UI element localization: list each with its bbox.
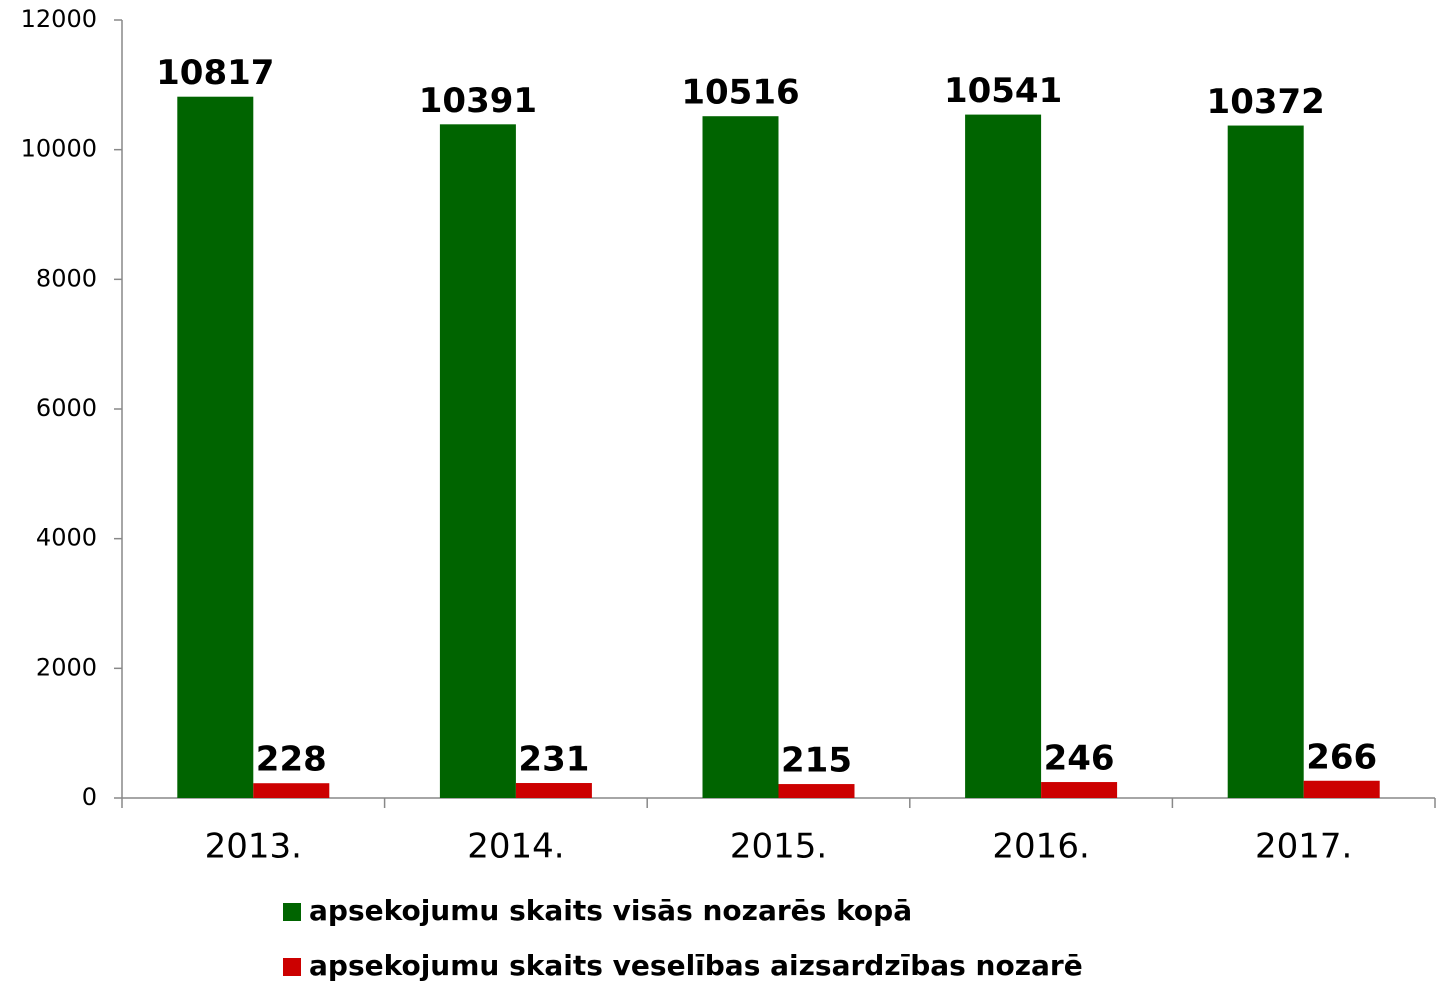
legend-label: apsekojumu skaits visās nozarēs kopā bbox=[309, 894, 912, 927]
value-label: 10391 bbox=[419, 81, 537, 121]
bar bbox=[702, 116, 779, 799]
legend-swatch bbox=[283, 958, 301, 976]
bar bbox=[778, 784, 855, 798]
y-tick-label: 10000 bbox=[21, 135, 97, 163]
value-label: 266 bbox=[1306, 737, 1377, 777]
value-label: 215 bbox=[781, 741, 852, 781]
y-tick-label: 4000 bbox=[36, 524, 97, 552]
bar bbox=[965, 114, 1042, 798]
value-label: 228 bbox=[256, 740, 327, 780]
x-tick-label: 2016. bbox=[992, 827, 1089, 867]
value-label: 10372 bbox=[1207, 82, 1325, 122]
value-label: 10817 bbox=[156, 53, 274, 93]
bar bbox=[177, 96, 254, 799]
bar bbox=[439, 124, 516, 798]
value-label: 231 bbox=[518, 740, 589, 780]
bar bbox=[1303, 780, 1380, 798]
x-tick-label: 2017. bbox=[1255, 827, 1352, 867]
legend-swatch bbox=[283, 903, 301, 921]
y-tick-label: 2000 bbox=[36, 653, 97, 681]
bar bbox=[1041, 782, 1118, 798]
y-tick-label: 8000 bbox=[36, 264, 97, 292]
value-label: 10516 bbox=[681, 73, 799, 113]
x-tick-label: 2014. bbox=[467, 827, 564, 867]
bar bbox=[515, 783, 592, 798]
x-tick-label: 2013. bbox=[205, 827, 302, 867]
value-label: 246 bbox=[1044, 739, 1115, 779]
x-tick-label: 2015. bbox=[730, 827, 827, 867]
bar bbox=[253, 783, 330, 798]
value-label: 10541 bbox=[944, 71, 1062, 111]
y-tick-label: 0 bbox=[82, 783, 97, 811]
y-tick-label: 6000 bbox=[36, 394, 97, 422]
y-tick-label: 12000 bbox=[21, 5, 97, 33]
legend-label: apsekojumu skaits veselības aizsardzības… bbox=[309, 949, 1083, 982]
bar bbox=[1227, 125, 1304, 799]
